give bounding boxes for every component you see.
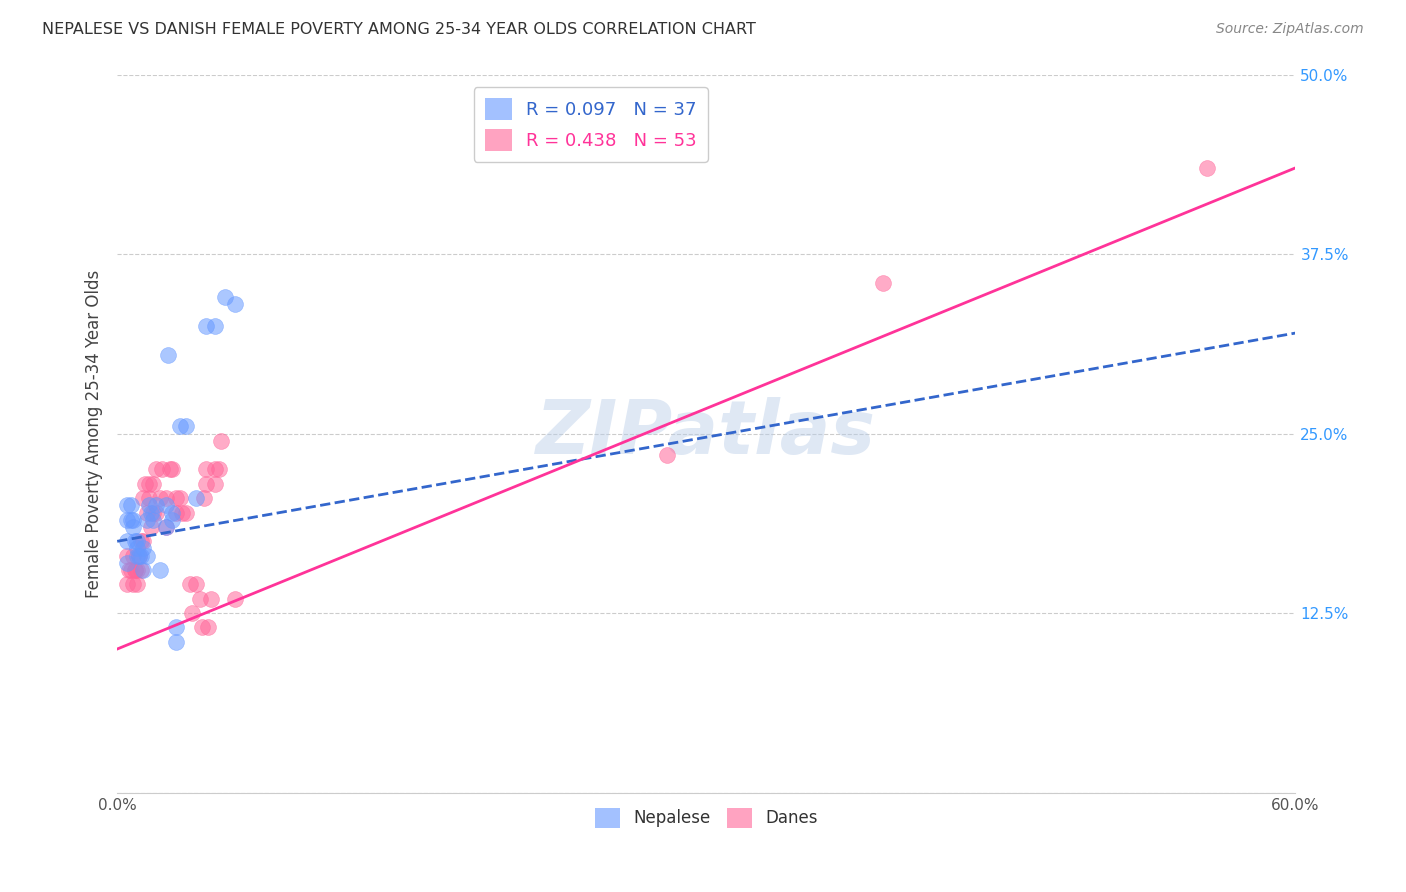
Point bbox=[125, 563, 148, 577]
Point bbox=[139, 520, 162, 534]
Point bbox=[204, 476, 226, 491]
Point bbox=[193, 491, 215, 506]
Point bbox=[169, 491, 191, 506]
Point bbox=[115, 513, 138, 527]
Point bbox=[188, 591, 211, 606]
Point bbox=[132, 541, 155, 556]
Point bbox=[184, 491, 207, 506]
Point bbox=[214, 290, 236, 304]
Point bbox=[141, 506, 163, 520]
Point bbox=[194, 476, 217, 491]
Point bbox=[115, 577, 138, 591]
Text: ZIPatlas: ZIPatlas bbox=[536, 397, 876, 470]
Legend: Nepalese, Danes: Nepalese, Danes bbox=[588, 801, 824, 835]
Point bbox=[135, 513, 157, 527]
Point bbox=[128, 549, 150, 563]
Y-axis label: Female Poverty Among 25-34 Year Olds: Female Poverty Among 25-34 Year Olds bbox=[86, 269, 103, 598]
Point bbox=[145, 462, 167, 476]
Point bbox=[170, 506, 193, 520]
Point bbox=[145, 506, 167, 520]
Point bbox=[155, 491, 177, 506]
Point bbox=[115, 549, 138, 563]
Point bbox=[1197, 161, 1219, 175]
Point bbox=[134, 476, 156, 491]
Point bbox=[124, 534, 146, 549]
Point bbox=[120, 513, 142, 527]
Point bbox=[139, 506, 162, 520]
Point bbox=[125, 577, 148, 591]
Point bbox=[169, 419, 191, 434]
Point bbox=[138, 476, 160, 491]
Point bbox=[179, 577, 201, 591]
Point bbox=[655, 448, 678, 462]
Point bbox=[125, 549, 148, 563]
Point bbox=[122, 520, 145, 534]
Point bbox=[155, 520, 177, 534]
Point bbox=[124, 563, 146, 577]
Point bbox=[125, 541, 148, 556]
Point bbox=[141, 513, 163, 527]
Point bbox=[135, 506, 157, 520]
Point bbox=[129, 549, 152, 563]
Point bbox=[200, 591, 222, 606]
Point bbox=[208, 462, 231, 476]
Point bbox=[135, 549, 157, 563]
Point bbox=[204, 462, 226, 476]
Point bbox=[141, 476, 163, 491]
Point bbox=[160, 513, 183, 527]
Point bbox=[115, 499, 138, 513]
Text: Source: ZipAtlas.com: Source: ZipAtlas.com bbox=[1216, 22, 1364, 37]
Point bbox=[129, 563, 152, 577]
Point bbox=[174, 419, 197, 434]
Point bbox=[149, 491, 172, 506]
Point bbox=[184, 577, 207, 591]
Point bbox=[165, 491, 187, 506]
Point bbox=[224, 591, 246, 606]
Point bbox=[174, 506, 197, 520]
Point bbox=[129, 534, 152, 549]
Point bbox=[145, 499, 167, 513]
Point bbox=[224, 297, 246, 311]
Point bbox=[115, 534, 138, 549]
Point bbox=[150, 462, 173, 476]
Point bbox=[132, 563, 155, 577]
Point bbox=[197, 620, 219, 634]
Point bbox=[159, 462, 181, 476]
Point bbox=[122, 513, 145, 527]
Point bbox=[138, 491, 160, 506]
Point bbox=[190, 620, 212, 634]
Point bbox=[180, 606, 202, 620]
Point bbox=[157, 348, 180, 362]
Point bbox=[160, 462, 183, 476]
Point bbox=[204, 318, 226, 333]
Point bbox=[160, 506, 183, 520]
Point bbox=[122, 549, 145, 563]
Text: NEPALESE VS DANISH FEMALE POVERTY AMONG 25-34 YEAR OLDS CORRELATION CHART: NEPALESE VS DANISH FEMALE POVERTY AMONG … bbox=[42, 22, 756, 37]
Point bbox=[165, 620, 187, 634]
Point bbox=[194, 462, 217, 476]
Point bbox=[132, 534, 155, 549]
Point bbox=[209, 434, 232, 448]
Point bbox=[128, 549, 150, 563]
Point bbox=[125, 534, 148, 549]
Point bbox=[165, 635, 187, 649]
Point bbox=[120, 499, 142, 513]
Point bbox=[132, 491, 155, 506]
Point bbox=[138, 499, 160, 513]
Point bbox=[155, 520, 177, 534]
Point bbox=[872, 276, 894, 290]
Point bbox=[115, 556, 138, 570]
Point bbox=[194, 318, 217, 333]
Point bbox=[149, 563, 172, 577]
Point bbox=[124, 563, 146, 577]
Point bbox=[165, 506, 187, 520]
Point bbox=[122, 577, 145, 591]
Point bbox=[155, 499, 177, 513]
Point bbox=[120, 563, 142, 577]
Point bbox=[118, 563, 141, 577]
